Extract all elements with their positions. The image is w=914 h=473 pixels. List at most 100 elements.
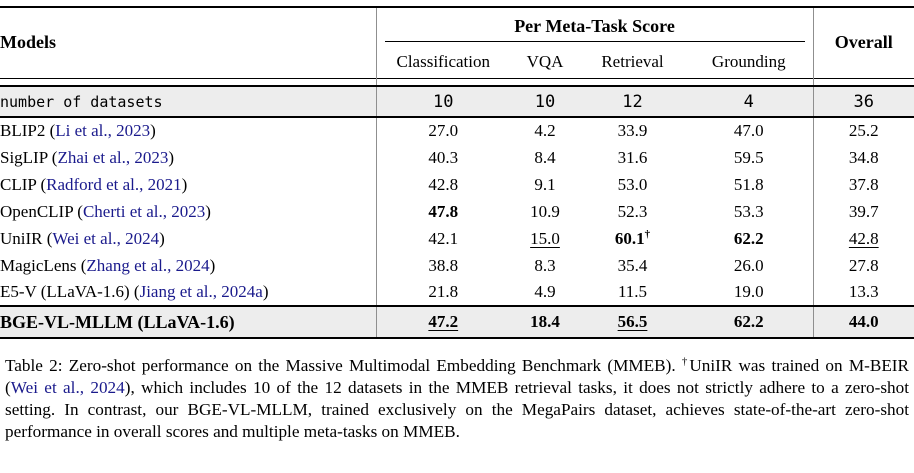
- table-row-clip: CLIP (Radford et al., 2021) 42.8 9.1 53.…: [0, 171, 914, 198]
- header-row-subcolumns: Classification VQA Retrieval Grounding: [0, 47, 914, 78]
- table-row-siglip: SigLIP (Zhai et al., 2023) 40.3 8.4 31.6…: [0, 144, 914, 171]
- table-caption: Table 2: Zero-shot performance on the Ma…: [2, 355, 912, 443]
- datasets-row-label: number of datasets: [0, 86, 376, 118]
- score-cell: 27.0: [375, 117, 510, 144]
- score-cell: 52.3: [617, 201, 648, 221]
- citation-link[interactable]: Cherti et al., 2023: [82, 201, 206, 221]
- header-row-group: Models Per Meta-Task Score Overall: [0, 6, 914, 78]
- score-cell: 62.2: [733, 228, 764, 248]
- datasets-grounding: 4: [685, 86, 814, 118]
- vqa-column-header: VQA: [526, 52, 564, 72]
- score-cell: 8.4: [534, 147, 556, 167]
- paren: ): [209, 255, 216, 275]
- overall-column-header: Overall: [812, 6, 914, 78]
- citation-link[interactable]: Radford et al., 2021: [46, 174, 182, 194]
- models-column-header: Models: [0, 6, 376, 78]
- meta-task-group-label: Per Meta-Task Score: [384, 8, 805, 42]
- model-name-cell: CLIP (Radford et al., 2021): [0, 171, 376, 198]
- score-cell: 33.9: [617, 121, 648, 140]
- overall-score-cell: 39.7: [812, 198, 914, 225]
- model-name-cell: BGE-VL-MLLM (LLaVA-1.6): [0, 305, 376, 339]
- overall-score-cell: 13.3: [812, 279, 914, 306]
- score-cell: 60.1†: [614, 227, 651, 248]
- table-row-unir: UniIR (Wei et al., 2024) 42.1 15.0 60.1†…: [0, 225, 914, 252]
- score-cell: 15.0: [530, 228, 560, 248]
- table-row-e5v: E5-V (LLaVA-1.6) (Jiang et al., 2024a) 2…: [0, 279, 914, 306]
- model-name-cell: UniIR (Wei et al., 2024): [0, 225, 376, 252]
- paren: ): [205, 201, 211, 221]
- model-name: CLIP (: [0, 174, 47, 194]
- meta-task-group-header: Per Meta-Task Score: [375, 6, 814, 47]
- table-row-bge-vl-mllm: BGE-VL-MLLM (LLaVA-1.6) 47.2 18.4 56.5 6…: [0, 305, 914, 339]
- datasets-vqa: 10: [510, 86, 580, 118]
- model-name-cell: E5-V (LLaVA-1.6) (Jiang et al., 2024a): [0, 279, 376, 306]
- score-cell: 59.5: [733, 147, 764, 167]
- score-cell: 35.4: [617, 255, 648, 275]
- paren: ): [168, 147, 175, 167]
- score-cell: 62.2: [685, 305, 814, 339]
- table-row-blip2: BLIP2 (Li et al., 2023) 27.0 4.2 33.9 47…: [0, 117, 914, 144]
- paren: ): [262, 282, 269, 301]
- score-cell: 47.2: [375, 305, 510, 339]
- citation-link[interactable]: Zhai et al., 2023: [57, 147, 169, 167]
- model-name: OpenCLIP (: [0, 201, 83, 221]
- dagger-footnote-mark: †: [644, 227, 651, 240]
- score-cell: 42.8: [375, 171, 510, 198]
- double-rule-spacer: [0, 77, 914, 87]
- overall-score-cell: 34.8: [812, 144, 914, 171]
- datasets-classification: 10: [375, 86, 510, 118]
- score-cell: 47.8: [375, 198, 510, 225]
- overall-score-cell: 25.2: [812, 117, 914, 144]
- score-cell: 31.6: [617, 147, 648, 167]
- paren: ): [150, 121, 156, 140]
- score-cell: 53.0: [617, 174, 648, 194]
- overall-score-cell: 27.8: [812, 252, 914, 279]
- score-cell: 18.4: [510, 305, 580, 339]
- datasets-count-row: number of datasets 10 10 12 4 36: [0, 86, 914, 118]
- caption-text: Table 2: Zero-shot performance on the Ma…: [5, 356, 682, 375]
- score-cell: 21.8: [375, 279, 510, 306]
- classification-column-header: Classification: [375, 47, 510, 78]
- citation-link[interactable]: Wei et al., 2024: [10, 378, 125, 397]
- score-cell: 8.3: [534, 255, 556, 275]
- score-cell: 51.8: [733, 174, 764, 194]
- citation-link[interactable]: Wei et al., 2024: [52, 228, 160, 248]
- model-name-cell: BLIP2 (Li et al., 2023): [0, 117, 376, 144]
- model-name-cell: SigLIP (Zhai et al., 2023): [0, 144, 376, 171]
- score-cell: 4.9: [534, 282, 556, 301]
- overall-score-cell: 37.8: [812, 171, 914, 198]
- citation-link[interactable]: Jiang et al., 2024a: [139, 282, 263, 301]
- overall-score-cell: 44.0: [812, 305, 914, 339]
- score-cell: 47.0: [733, 121, 764, 140]
- grounding-column-header: Grounding: [711, 52, 786, 72]
- table-row-openclip: OpenCLIP (Cherti et al., 2023) 47.8 10.9…: [0, 198, 914, 225]
- model-name: MagicLens (: [0, 255, 87, 275]
- datasets-retrieval: 12: [580, 86, 685, 118]
- retrieval-column-header: Retrieval: [601, 52, 664, 72]
- score-cell: 56.5: [580, 305, 685, 339]
- model-name: UniIR (: [0, 228, 53, 248]
- score-cell: 11.5: [617, 282, 648, 301]
- model-name-cell: MagicLens (Zhang et al., 2024): [0, 252, 376, 279]
- caption-text: ), which includes 10 of the 12 datasets …: [5, 378, 910, 441]
- paren: ): [181, 174, 188, 194]
- score-cell: 4.2: [534, 121, 556, 140]
- model-name: E5-V (LLaVA-1.6) (: [0, 282, 140, 301]
- model-name: BLIP2 (: [0, 121, 56, 140]
- model-name: SigLIP (: [0, 147, 58, 167]
- citation-link[interactable]: Zhang et al., 2024: [86, 255, 210, 275]
- table-row-magiclens: MagicLens (Zhang et al., 2024) 38.8 8.3 …: [0, 252, 914, 279]
- datasets-overall: 36: [812, 86, 914, 118]
- score-cell: 10.9: [530, 201, 560, 221]
- dagger-footnote-mark: †: [681, 355, 690, 368]
- caption-text: UniIR was trained on M-BEIR (: [5, 356, 909, 397]
- citation-link[interactable]: Li et al., 2023: [55, 121, 151, 140]
- paren: ): [159, 228, 165, 248]
- results-table: Models Per Meta-Task Score Overall Class…: [0, 6, 914, 339]
- score-cell: 38.8: [375, 252, 510, 279]
- score-cell: 40.3: [375, 144, 510, 171]
- score-cell: 53.3: [733, 201, 764, 221]
- score-cell: 42.1: [375, 225, 510, 252]
- score-cell: 26.0: [733, 255, 764, 275]
